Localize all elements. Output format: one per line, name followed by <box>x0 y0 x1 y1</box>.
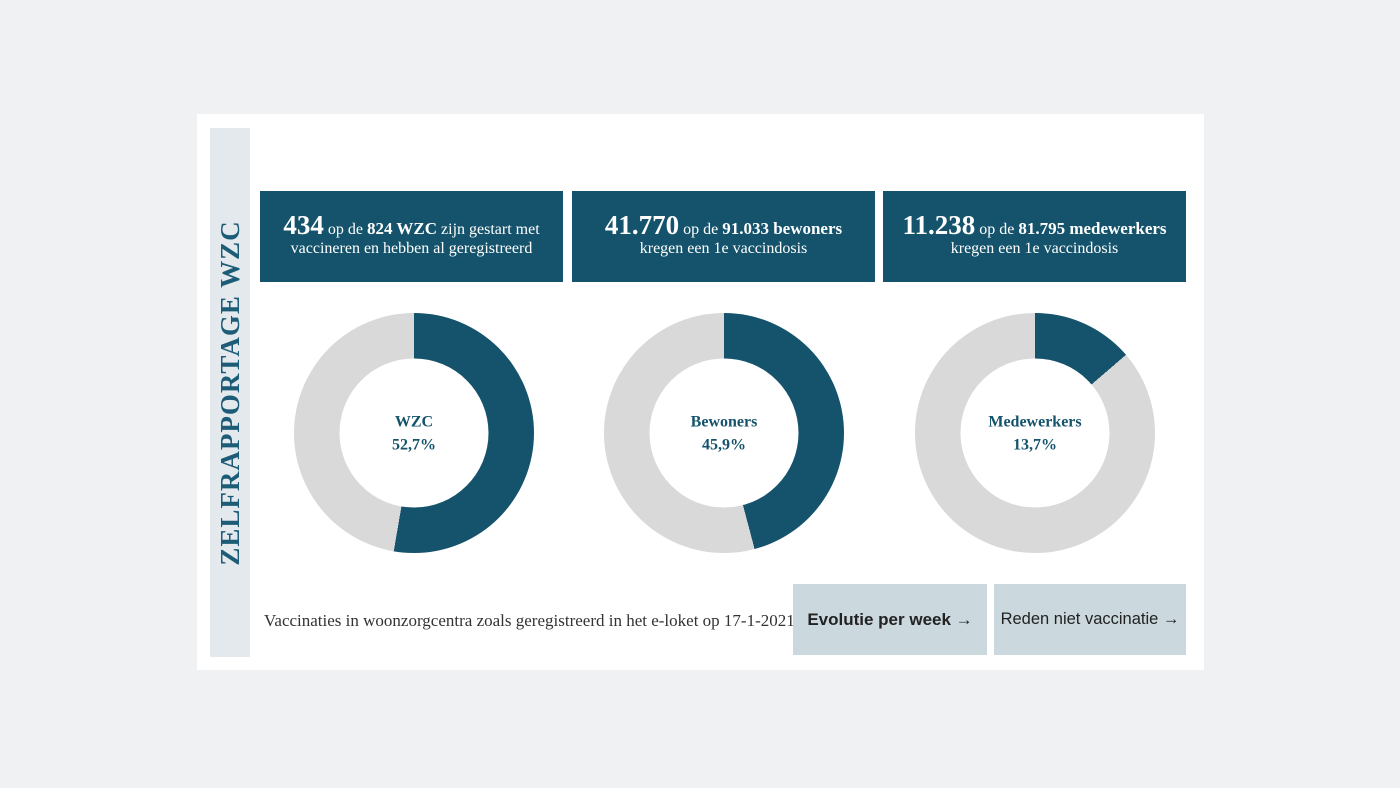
donut-chart-wzc: WZC 52,7% <box>294 313 534 553</box>
stat-text-segment: kregen een 1e vaccindosis <box>639 239 808 257</box>
donut-category: WZC <box>394 413 434 430</box>
stat-total: 824 WZC <box>366 218 438 238</box>
donut-category: Medewerkers <box>988 413 1082 430</box>
stat-text-segment: op de <box>683 220 719 238</box>
dashboard-card: ZELFRAPPORTAGE WZC 434 op de 824 WZC zij… <box>197 114 1204 670</box>
stat-text: 11.238 op de 81.795 medewerkers kregen e… <box>883 211 1186 258</box>
stat-text-segment: zijn gestart met vaccineren en hebben al… <box>290 220 540 257</box>
donut-hole: Medewerkers 13,7% <box>960 358 1110 508</box>
stat-box-medewerkers: 11.238 op de 81.795 medewerkers kregen e… <box>883 191 1186 282</box>
sidebar: ZELFRAPPORTAGE WZC <box>210 128 250 657</box>
donut-chart-medewerkers: Medewerkers 13,7% <box>915 313 1155 553</box>
stat-text: 41.770 op de 91.033 bewoners kregen een … <box>572 211 875 258</box>
stat-value: 11.238 <box>902 209 976 240</box>
evolutie-per-week-button[interactable]: Evolutie per week → <box>793 584 987 655</box>
donut-hole: WZC 52,7% <box>339 358 489 508</box>
stat-text-segment: op de <box>327 220 363 238</box>
donut-percentage: 13,7% <box>1012 436 1057 453</box>
donut-label: Medewerkers 13,7% <box>988 410 1081 456</box>
donut-category: Bewoners <box>690 413 758 430</box>
stat-total: 91.033 bewoners <box>722 218 843 238</box>
reden-niet-vaccinatie-button[interactable]: Reden niet vaccinatie → <box>994 584 1186 655</box>
stat-box-bewoners: 41.770 op de 91.033 bewoners kregen een … <box>572 191 875 282</box>
source-caption: Vaccinaties in woonzorgcentra zoals gere… <box>264 611 795 630</box>
stat-text-segment: op de <box>979 220 1015 238</box>
donut-chart-bewoners: Bewoners 45,9% <box>604 313 844 553</box>
donut-hole: Bewoners 45,9% <box>649 358 799 508</box>
donut-percentage: 52,7% <box>392 436 436 453</box>
stat-text: 434 op de 824 WZC zijn gestart met vacci… <box>260 211 563 258</box>
donut-percentage: 45,9% <box>702 436 746 453</box>
donut-label: WZC 52,7% <box>392 410 436 456</box>
donut-label: Bewoners 45,9% <box>691 410 758 456</box>
stat-total: 81.795 medewerkers <box>1018 218 1167 238</box>
stat-value: 434 <box>283 209 324 240</box>
stat-value: 41.770 <box>604 209 680 240</box>
stat-text-segment: kregen een 1e vaccindosis <box>950 239 1119 257</box>
report-title: ZELFRAPPORTAGE WZC <box>215 219 245 566</box>
stat-box-wzc: 434 op de 824 WZC zijn gestart met vacci… <box>260 191 563 282</box>
